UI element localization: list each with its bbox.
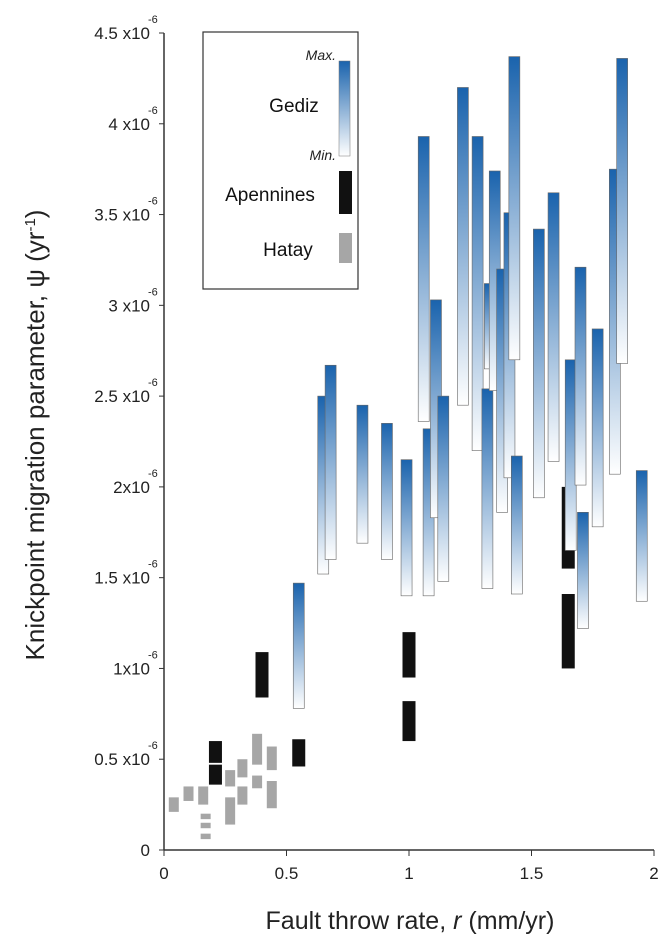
y-tick-label: 0.5 x10 [94, 750, 150, 769]
gediz-range-bar [457, 87, 469, 406]
y-tick-exponent: -6 [148, 649, 158, 661]
gediz-range-bar [400, 459, 413, 597]
gediz-range-bar [564, 359, 577, 551]
gediz-range-bar [324, 364, 337, 560]
y-tick-exponent: -6 [148, 14, 158, 26]
y-tick-label: 4.5 x10 [94, 24, 150, 43]
hatay-range-bar [225, 770, 236, 787]
hatay-range-bar [225, 797, 236, 825]
y-tick-exponent: -6 [148, 559, 158, 571]
gediz-range-bar [437, 395, 450, 582]
apennines-range-bar [402, 632, 416, 678]
hatay-range-bar [200, 822, 211, 829]
y-tick-exponent: -6 [148, 286, 158, 298]
gediz-range-bar [471, 136, 484, 451]
apennines-range-bar [255, 652, 269, 698]
hatay-range-bar [200, 833, 211, 840]
y-tick-exponent: -6 [148, 105, 158, 117]
gediz-range-bar [591, 328, 604, 528]
legend-gediz-max-label: Max. [306, 47, 336, 63]
gediz-range-bar [356, 404, 369, 544]
gediz-range-bar [292, 582, 305, 709]
hatay-range-bar [198, 786, 209, 805]
gediz-range-bar [577, 512, 589, 629]
gediz-range-bar [481, 388, 494, 589]
x-axis-label: Fault throw rate, r (mm/yr) [266, 907, 555, 935]
apennines-range-bar [292, 739, 306, 767]
gediz-range-bar [508, 56, 521, 361]
legend-gediz-swatch [338, 60, 351, 157]
hatay-range-bar [252, 775, 263, 789]
y-axis-label: Knickpoint migration parameter, ψ (yr-1) [20, 210, 50, 661]
y-tick-exponent: -6 [148, 468, 158, 480]
gediz-range-bar [574, 266, 587, 486]
hatay-range-bar [252, 733, 263, 765]
legend-gediz-min-label: Min. [310, 147, 336, 163]
gediz-range-bar [547, 192, 560, 462]
y-tick-exponent: -6 [148, 196, 158, 208]
hatay-range-bar [237, 786, 248, 805]
legend-gediz-label: Gediz [269, 96, 319, 117]
x-tick-label: 0 [159, 864, 168, 883]
apennines-range-bar [561, 594, 575, 669]
legend-apennines-swatch [339, 171, 352, 214]
hatay-range-bar [200, 813, 211, 820]
y-tick-exponent: -6 [148, 740, 158, 752]
gediz-range-bar [381, 423, 393, 560]
hatay-range-bar [266, 746, 277, 771]
hatay-range-bar [266, 781, 277, 809]
gediz-range-bar [635, 470, 648, 602]
gediz-range-bar [417, 136, 430, 422]
x-tick-label: 1 [404, 864, 413, 883]
data-bars [168, 56, 648, 840]
y-tick-label: 4 x10 [108, 115, 150, 134]
hatay-range-bar [237, 759, 248, 778]
legend: Max. Gediz Min. Apennines Hatay [202, 31, 359, 290]
x-tick-label: 2 [649, 864, 658, 883]
gediz-range-bar [533, 228, 545, 499]
apennines-range-bar [208, 764, 222, 785]
hatay-range-bar [183, 786, 194, 801]
y-tick-label: 2x10 [113, 478, 150, 497]
y-tick-label: 1x10 [113, 659, 150, 678]
y-tick-label: 3 x10 [108, 296, 150, 315]
x-ticks: 0 0.5 1 1.5 2 [159, 850, 659, 883]
hatay-range-bar [168, 797, 179, 812]
y-tick-label: 1.5 x10 [94, 569, 150, 588]
x-tick-label: 1.5 [520, 864, 544, 883]
x-tick-label: 0.5 [275, 864, 299, 883]
y-tick-exponent: -6 [148, 377, 158, 389]
gediz-range-bar [510, 455, 523, 595]
apennines-range-bar [208, 741, 222, 763]
gediz-range-bar [616, 58, 628, 364]
legend-hatay-label: Hatay [263, 240, 313, 261]
apennines-range-bar [402, 701, 416, 742]
legend-apennines-label: Apennines [225, 185, 315, 206]
y-tick-label: 3.5 x10 [94, 206, 150, 225]
y-tick-label: 0 [141, 841, 150, 860]
y-tick-label: 2.5 x10 [94, 387, 150, 406]
legend-box [202, 31, 359, 290]
legend-hatay-swatch [339, 233, 352, 263]
